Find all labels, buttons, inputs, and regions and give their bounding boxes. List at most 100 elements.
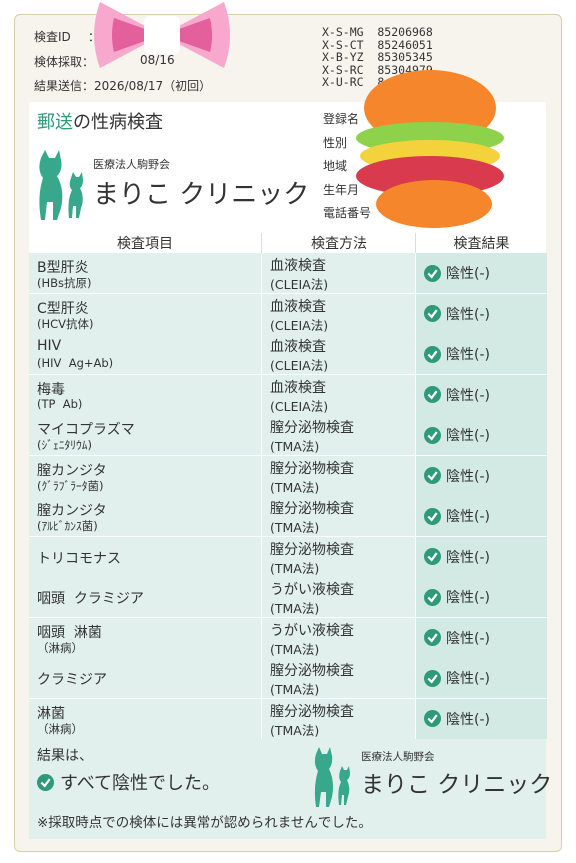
- table-row: HIV (HIV Ag+Ab) 血液検査 (CLEIA法) 陰性(-): [29, 334, 547, 375]
- footer-clinic-name: まりこ クリニック: [361, 772, 553, 798]
- clinic-org: 医療法人駒野会: [93, 158, 170, 171]
- item-sub: （淋病）: [37, 721, 83, 736]
- check-icon: [424, 629, 441, 646]
- check-icon: [424, 467, 441, 484]
- check-icon: [424, 710, 441, 727]
- item-sub: (ｸﾞﾗﾌﾞﾗｰﾀ菌): [37, 478, 104, 493]
- item-cell: 膣カンジタ (ｸﾞﾗﾌﾞﾗｰﾀ菌): [29, 456, 261, 496]
- field-label: 地域: [323, 159, 348, 173]
- result-wrap: 陰性(-): [424, 263, 490, 283]
- item: B型肝炎: [37, 260, 89, 276]
- item-cell: トリコモナス: [29, 537, 261, 577]
- result-cell: 陰性(-): [415, 577, 547, 617]
- item-sub: (ｼﾞｪﾆﾀﾘｳﾑ): [37, 438, 92, 452]
- method: うがい液検査: [270, 622, 354, 639]
- result-cell: 陰性(-): [415, 617, 547, 658]
- item: マイコプラズマ: [37, 422, 135, 438]
- item-sub: (ｱﾙﾋﾞｶﾝｽ菌): [37, 519, 98, 533]
- check-icon: [37, 773, 54, 791]
- item: 膣カンジタ: [37, 462, 107, 479]
- table-row: 梅毒 (TP Ab) 血液検査 (CLEIA法) 陰性(-): [29, 374, 547, 416]
- result: 陰性(-): [446, 306, 490, 323]
- burger-sticker: [356, 70, 504, 228]
- method: 膣分泌物検査: [270, 703, 354, 720]
- item-cell: クラミジア: [29, 658, 261, 698]
- result-wrap: 陰性(-): [424, 628, 490, 648]
- item-cell: 淋菌 （淋病）: [29, 699, 261, 739]
- result: 陰性(-): [446, 347, 490, 363]
- method-cell: 膣分泌物検査 (TMA法): [261, 415, 416, 455]
- method: 血液検査: [270, 298, 326, 315]
- column-header: 検査結果: [415, 233, 547, 253]
- result: 陰性(-): [446, 549, 490, 566]
- method-sub: (TMA法): [270, 479, 320, 495]
- result: 陰性(-): [446, 630, 490, 647]
- method: 膣分泌物検査: [270, 541, 354, 558]
- method-sub: (CLEIA法): [270, 358, 329, 373]
- check-icon: [424, 426, 441, 444]
- table-row: 膣カンジタ (ｱﾙﾋﾞｶﾝｽ菌) 膣分泌物検査 (TMA法) 陰性(-): [29, 496, 547, 537]
- method-sub: (CLEIA法): [270, 317, 329, 333]
- method-cell: 血液検査 (CLEIA法): [261, 253, 416, 293]
- item-cell: HIV (HIV Ag+Ab): [29, 334, 261, 374]
- table-row: マイコプラズマ (ｼﾞｪﾆﾀﾘｳﾑ) 膣分泌物検査 (TMA法) 陰性(-): [29, 415, 547, 456]
- id-label: 検査ID: [34, 30, 71, 44]
- result-cell: 陰性(-): [415, 455, 547, 496]
- footer: 結果は、 すべて陰性でした。 医療法人駒野会 まりこ クリニック ※採取時点での…: [29, 739, 552, 839]
- item: 淋菌: [37, 705, 65, 722]
- result-wrap: 陰性(-): [424, 304, 490, 324]
- table-row: クラミジア 膣分泌物検査 (TMA法) 陰性(-): [29, 658, 547, 699]
- result: 陰性(-): [446, 590, 490, 606]
- result: 陰性(-): [446, 468, 490, 485]
- result: 陰性(-): [446, 428, 490, 444]
- item: HIV: [37, 338, 62, 354]
- method-cell: 膣分泌物検査 (TMA法): [261, 455, 416, 496]
- check-icon: [424, 305, 441, 322]
- field-label: 生年月: [323, 182, 360, 197]
- result-wrap: 陰性(-): [424, 547, 490, 567]
- codes: X-S-MG 85206968 X-S-CT 85246051 X-B-YZ 853…: [322, 26, 433, 89]
- column-header: 検査項目: [117, 236, 173, 252]
- check-icon: [424, 345, 441, 363]
- footer-summary: すべて陰性でした。: [60, 773, 221, 794]
- method-cell: うがい液検査 (TMA法): [261, 617, 416, 658]
- item-cell: 膣カンジタ (ｱﾙﾋﾞｶﾝｽ菌): [29, 496, 261, 536]
- item: C型肝炎: [37, 300, 89, 317]
- method: 膣分泌物検査: [270, 420, 354, 436]
- method-cell: 血液検査 (CLEIA法): [261, 374, 416, 415]
- item: 咽頭 淋菌: [37, 624, 102, 641]
- method-cell: 血液検査 (CLEIA法): [261, 334, 416, 374]
- table-row: C型肝炎 (HCV抗体) 血液検査 (CLEIA法) 陰性(-): [29, 293, 547, 335]
- result-wrap: 陰性(-): [424, 506, 490, 526]
- footer-clinic-org: 医療法人駒野会: [361, 751, 435, 763]
- field-label: 性別: [323, 135, 348, 150]
- method-sub: (TMA法): [270, 560, 320, 576]
- code: X-S-MG 85206968: [322, 25, 433, 39]
- field-label: 電話番号: [323, 206, 372, 220]
- item-sub: (HIV Ag+Ab): [37, 356, 114, 370]
- method: 血液検査: [270, 258, 326, 274]
- method-sub: (TMA法): [270, 641, 320, 657]
- cat-logo: [39, 150, 83, 220]
- result-cell: 陰性(-): [415, 496, 547, 536]
- method-sub: (TMA法): [270, 722, 320, 738]
- table-row: 咽頭 淋菌 （淋病） うがい液検査 (TMA法) 陰性(-): [29, 617, 547, 659]
- result-wrap: 陰性(-): [424, 425, 490, 445]
- footer-lead: 結果は、: [37, 748, 93, 764]
- item-sub: （淋病）: [37, 640, 83, 655]
- method: 膣分泌物検査: [270, 501, 354, 517]
- check-icon: [424, 588, 441, 606]
- method: 血液検査: [270, 339, 326, 355]
- check-icon: [424, 386, 441, 403]
- method: 血液検査: [270, 379, 326, 396]
- table-row: 膣カンジタ (ｸﾞﾗﾌﾞﾗｰﾀ菌) 膣分泌物検査 (TMA法) 陰性(-): [29, 455, 547, 497]
- field-label: 登録名: [323, 112, 360, 126]
- method-sub: (TMA法): [270, 520, 320, 535]
- item-cell: 咽頭 クラミジア: [29, 577, 261, 617]
- title-highlight: 郵送: [37, 112, 73, 133]
- table-row: B型肝炎 (HBs抗原) 血液検査 (CLEIA法) 陰性(-): [29, 253, 547, 294]
- result-wrap: 陰性(-): [424, 668, 490, 688]
- item-sub: (HBs抗原): [37, 276, 92, 290]
- footer-cat-logo: [314, 747, 350, 807]
- result-cell: 陰性(-): [415, 334, 547, 374]
